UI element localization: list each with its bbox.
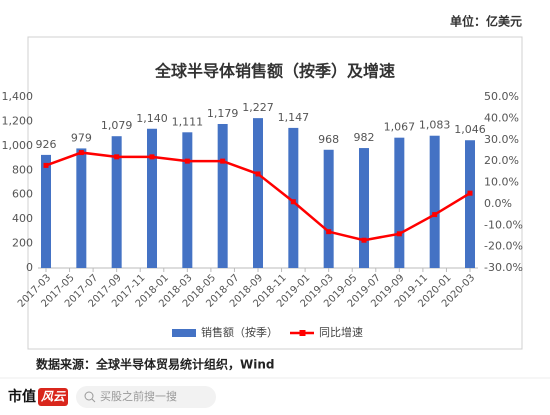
y-tick-label: 800 xyxy=(12,163,33,176)
line-marker xyxy=(149,154,155,160)
y2-tick-label: 20.0% xyxy=(484,154,519,167)
bar-value-label: 982 xyxy=(354,131,375,144)
bar xyxy=(359,148,369,268)
y2-tick-label: -10.0% xyxy=(484,218,523,231)
bar-value-label: 1,046 xyxy=(454,123,486,136)
bar-value-label: 926 xyxy=(36,138,57,151)
search-icon-handle xyxy=(91,398,96,403)
unit: 单位：亿美元 xyxy=(450,14,522,29)
line-marker xyxy=(43,162,49,168)
bar-value-label: 979 xyxy=(71,131,92,144)
bar xyxy=(394,137,405,268)
bar xyxy=(323,149,334,268)
bar xyxy=(41,154,51,268)
legend-swatch-marker xyxy=(299,330,306,336)
line-marker xyxy=(114,154,120,160)
y2-tick-label: 0.0% xyxy=(484,197,512,210)
line-marker xyxy=(396,231,402,237)
y-tick-label: 400 xyxy=(12,212,33,225)
bar xyxy=(147,128,157,268)
line-marker xyxy=(467,190,473,196)
bar-value-label: 1,111 xyxy=(172,115,204,128)
search-box[interactable] xyxy=(76,386,216,408)
source: 数据来源：全球半导体贸易统计组织，Wind xyxy=(36,357,274,372)
y2-tick-label: 30.0% xyxy=(484,133,519,146)
bar xyxy=(429,135,440,268)
bar-value-label: 1,067 xyxy=(384,121,416,134)
y-tick-label: 200 xyxy=(12,237,33,250)
bar xyxy=(288,127,299,268)
bar xyxy=(465,140,475,268)
bar xyxy=(76,148,87,268)
bar-value-label: 968 xyxy=(318,133,339,146)
y2-tick-label: -30.0% xyxy=(484,261,523,274)
legend-label: 销售额（按季） xyxy=(201,325,278,339)
bar xyxy=(111,136,122,268)
chart-title: 全球半导体销售额（按季）及增速 xyxy=(154,62,395,81)
y2-tick-label: 50.0% xyxy=(484,90,519,103)
line-marker xyxy=(432,212,438,218)
bar-value-label: 1,140 xyxy=(136,112,168,125)
search-icon xyxy=(84,391,94,401)
y-tick-label: 1,400 xyxy=(2,90,34,103)
line-marker xyxy=(361,237,367,243)
bar-value-label: 1,227 xyxy=(242,101,274,114)
brand-left: 市值 xyxy=(8,388,36,405)
bar-value-label: 1,147 xyxy=(278,111,310,124)
line-marker xyxy=(184,158,190,164)
legend-swatch xyxy=(172,329,196,337)
search-placeholder[interactable]: 买股之前搜一搜 xyxy=(100,389,177,403)
brand-badge xyxy=(38,388,68,406)
line-marker xyxy=(326,229,332,235)
y-tick-label: 600 xyxy=(12,188,33,201)
legend-label: 同比增速 xyxy=(319,325,363,339)
y-tick-label: 1,000 xyxy=(2,139,34,152)
bar-value-label: 1,179 xyxy=(207,107,239,120)
y2-tick-label: 40.0% xyxy=(484,111,519,124)
line-marker xyxy=(220,158,226,164)
bar xyxy=(217,123,228,269)
brand-right: 风云 xyxy=(41,390,67,404)
y-tick-label: 0 xyxy=(26,261,33,274)
line-marker xyxy=(290,199,296,205)
line-marker xyxy=(78,150,84,156)
line-marker xyxy=(255,171,261,177)
y2-tick-label: -20.0% xyxy=(484,240,523,253)
bar xyxy=(182,132,193,268)
bar xyxy=(253,118,263,269)
y2-tick-label: 10.0% xyxy=(484,176,519,189)
y-tick-label: 1,200 xyxy=(2,114,34,127)
bar-value-label: 1,079 xyxy=(101,119,133,132)
bar-value-label: 1,083 xyxy=(419,119,451,132)
